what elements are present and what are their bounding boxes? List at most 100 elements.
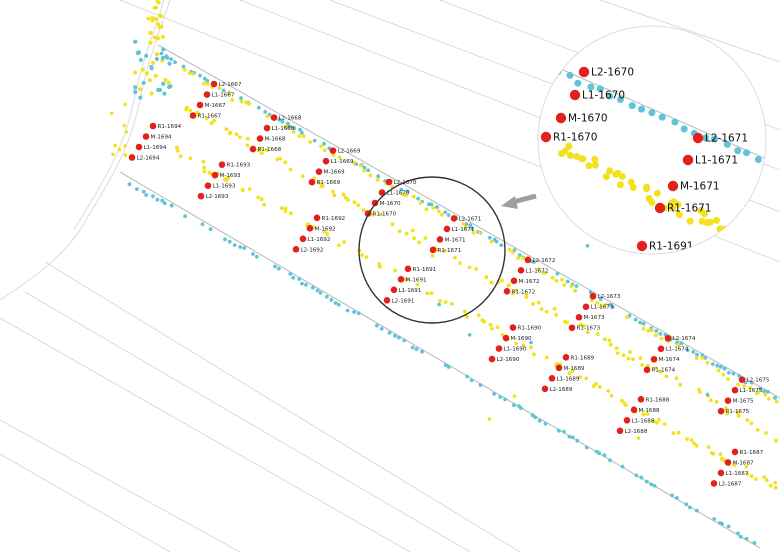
lidar-point xyxy=(362,168,367,173)
zoom-tree-label: M-1670 xyxy=(568,113,608,125)
lidar-point xyxy=(362,165,367,170)
tree-label: M-1675 xyxy=(733,399,755,405)
lidar-point xyxy=(325,232,330,236)
zoom-point xyxy=(591,161,599,169)
lidar-point xyxy=(223,237,227,242)
lidar-point xyxy=(744,464,749,469)
lidar-point xyxy=(174,145,179,150)
road-edge xyxy=(24,291,471,552)
lidar-point xyxy=(469,378,474,383)
lidar-point xyxy=(425,291,430,296)
lidar-point xyxy=(598,384,602,389)
lidar-point xyxy=(703,356,708,360)
zoom-tree-marker xyxy=(555,112,567,124)
lidar-point xyxy=(631,357,635,362)
tree-marker xyxy=(630,406,638,414)
lidar-point xyxy=(133,39,138,44)
zoom-point xyxy=(602,173,610,181)
orchard-boundary xyxy=(157,44,780,399)
lidar-point xyxy=(543,421,548,426)
lidar-point xyxy=(640,363,644,367)
lidar-point xyxy=(645,412,650,416)
zoom-point xyxy=(565,142,573,150)
zoom-point xyxy=(561,147,569,155)
lidar-point xyxy=(507,247,512,252)
lidar-point xyxy=(488,322,493,327)
lidar-point xyxy=(773,396,777,400)
lidar-point xyxy=(755,428,760,432)
lidar-point xyxy=(443,300,448,304)
lidar-point xyxy=(288,167,293,172)
road-edge xyxy=(0,419,241,552)
lidar-point xyxy=(489,280,494,285)
lidar-point xyxy=(163,77,168,82)
lidar-point xyxy=(136,50,141,55)
tree-marker xyxy=(211,171,219,179)
lidar-point xyxy=(149,91,154,96)
lidar-point xyxy=(443,363,448,367)
tree-label: R1-1687 xyxy=(740,450,764,456)
lidar-point xyxy=(742,384,746,388)
lidar-point xyxy=(678,382,683,387)
lidar-point xyxy=(188,156,193,161)
lidar-point xyxy=(230,98,235,102)
tree-marker xyxy=(738,376,746,383)
lidar-point xyxy=(283,209,288,214)
lidar-point xyxy=(588,290,593,295)
lidar-point xyxy=(132,70,138,75)
zoom-point xyxy=(587,83,595,91)
lidar-point xyxy=(606,389,611,393)
lidar-point xyxy=(322,148,327,153)
tree-marker xyxy=(378,189,386,196)
lidar-point xyxy=(113,143,117,148)
lidar-point xyxy=(133,85,138,90)
lidar-point xyxy=(614,346,619,351)
lidar-point xyxy=(195,110,200,115)
lidar-point xyxy=(567,434,572,439)
lidar-point xyxy=(414,347,419,352)
tree-label: R1-1691 xyxy=(413,267,437,273)
lidar-point xyxy=(204,116,209,120)
zoom-point xyxy=(616,181,624,189)
tree-label: L2-1690 xyxy=(497,357,520,363)
lidar-point xyxy=(141,189,146,194)
tree-marker xyxy=(390,286,398,294)
lidar-point xyxy=(599,304,603,309)
lidar-point xyxy=(570,369,575,373)
zoom-point xyxy=(734,147,742,155)
lidar-point xyxy=(773,480,777,485)
lidar-point xyxy=(298,127,302,132)
lidar-point xyxy=(224,178,229,183)
lidar-point xyxy=(453,255,457,260)
tree-label: L2-1673 xyxy=(598,294,621,300)
lidar-point xyxy=(159,14,164,19)
lidar-point xyxy=(754,477,758,481)
lidar-point xyxy=(256,148,261,153)
tree-markers xyxy=(128,80,746,487)
lidar-point xyxy=(317,180,322,185)
tree-marker xyxy=(196,101,204,109)
lidar-point xyxy=(336,302,341,307)
lidar-point xyxy=(437,302,441,307)
lidar-point xyxy=(688,505,692,510)
lidar-point xyxy=(511,250,515,255)
lidar-point xyxy=(738,534,743,539)
lidar-point xyxy=(368,173,373,178)
lidar-point xyxy=(393,268,398,273)
lidar-point xyxy=(716,368,721,373)
lidar-point xyxy=(752,541,757,545)
zoom-tree-label: L2-1670 xyxy=(591,67,634,79)
lidar-point xyxy=(159,24,164,29)
tree-label: L2-1670 xyxy=(394,180,417,186)
road-curve xyxy=(73,0,165,231)
lidar-point xyxy=(153,73,158,78)
lidar-point xyxy=(169,203,174,208)
lidar-point xyxy=(532,352,536,357)
lidar-point xyxy=(591,384,596,389)
lidar-point xyxy=(141,80,146,85)
tree-marker xyxy=(502,334,510,342)
lidar-point xyxy=(375,178,380,182)
zoom-point xyxy=(710,135,718,143)
tree-marker xyxy=(717,407,725,415)
tree-label: L2-1689 xyxy=(550,387,573,393)
